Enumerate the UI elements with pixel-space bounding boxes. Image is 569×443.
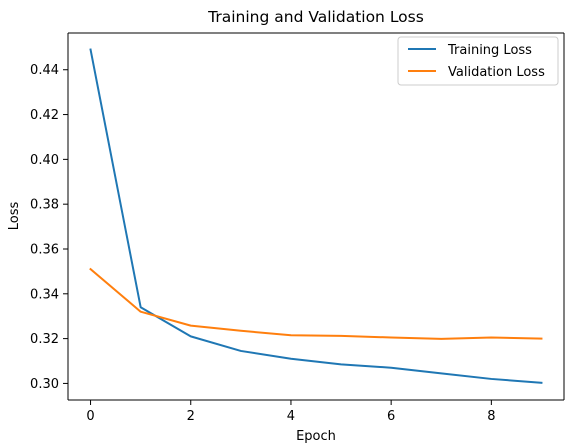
plot-background (68, 33, 564, 400)
y-tick-label: 0.32 (30, 332, 59, 347)
y-tick-label: 0.36 (30, 242, 59, 257)
legend-label-training-loss: Training Loss (447, 43, 532, 58)
series-line-validation-loss (89, 267, 543, 340)
y-tick-label: 0.40 (30, 153, 59, 168)
y-tick-label: 0.30 (30, 377, 59, 392)
x-tick-label: 0 (86, 409, 94, 424)
series-line-training-loss (89, 48, 543, 384)
x-tick-label: 6 (387, 409, 395, 424)
plot-area (67, 32, 565, 401)
x-axis-ticks: 0 2 4 6 8 (86, 400, 495, 424)
x-axis-label: Epoch (296, 429, 336, 443)
y-axis-label: Loss (7, 202, 22, 231)
series-lines (89, 48, 543, 384)
y-tick-label: 0.44 (30, 63, 59, 78)
legend-box (397, 36, 559, 86)
chart-title: Training and Validation Loss (207, 8, 424, 26)
y-tick-label: 0.42 (30, 108, 59, 123)
y-axis-ticks: 0.30 0.32 0.34 0.36 0.38 0.40 0.42 0.44 (30, 63, 68, 392)
y-tick-label: 0.34 (30, 287, 59, 302)
y-tick-label: 0.38 (30, 198, 59, 213)
legend: Training Loss Validation Loss (397, 36, 559, 86)
legend-label-validation-loss: Validation Loss (448, 65, 545, 80)
x-tick-label: 2 (187, 409, 195, 424)
x-tick-label: 8 (487, 409, 495, 424)
x-tick-label: 4 (287, 409, 295, 424)
